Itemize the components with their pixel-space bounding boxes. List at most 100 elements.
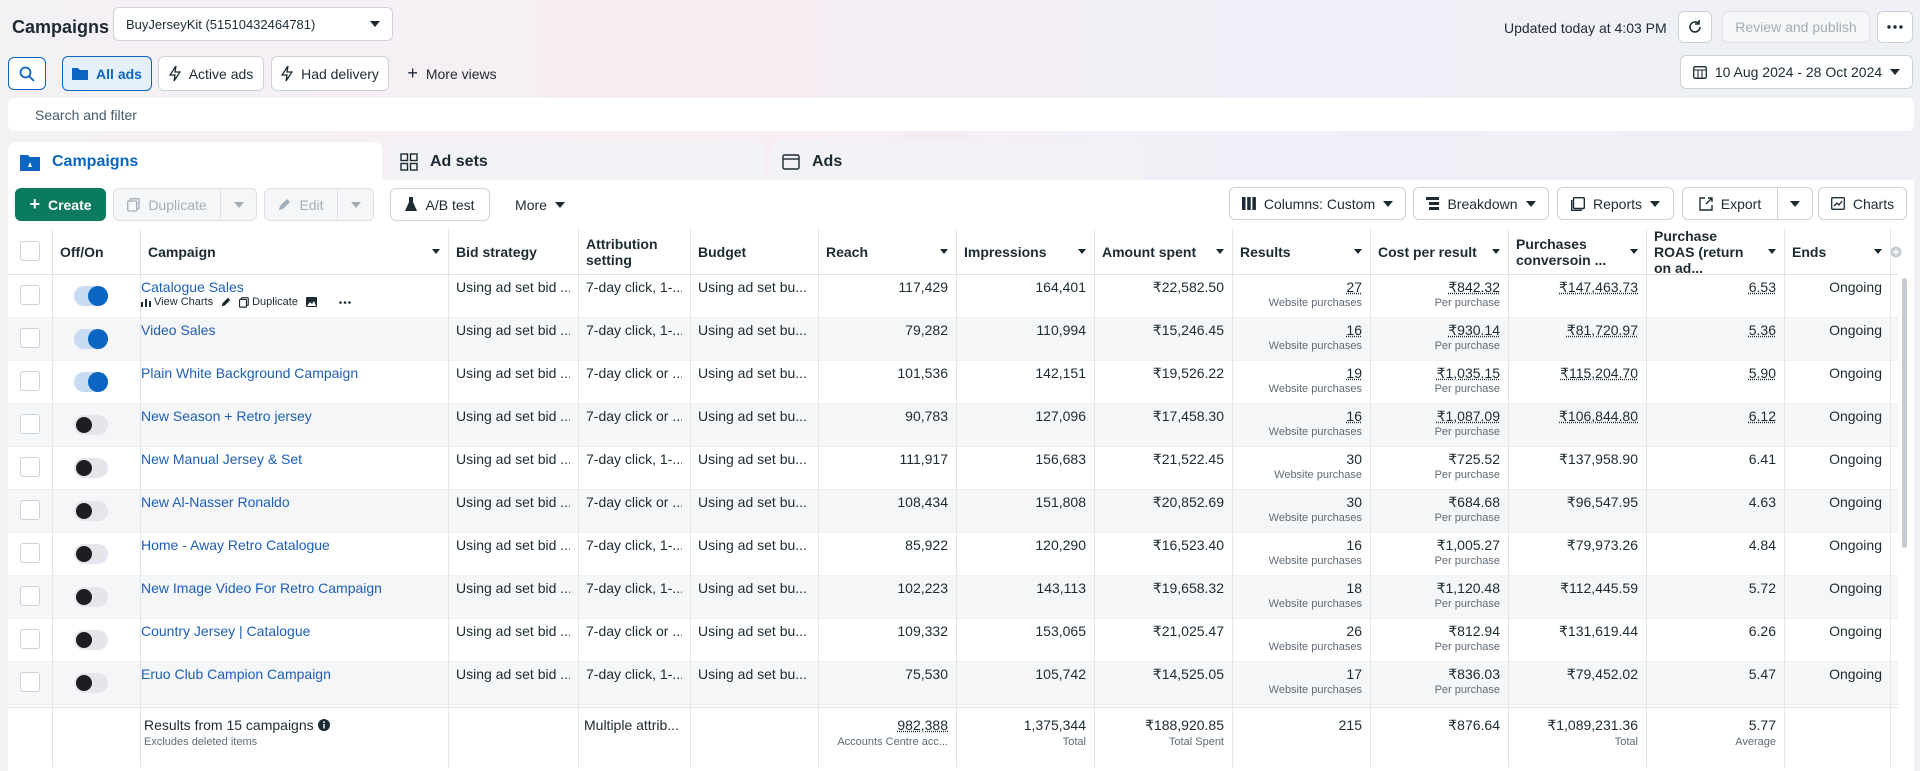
campaign-name-link[interactable]: Country Jersey | Catalogue: [141, 623, 311, 639]
edit-button[interactable]: Edit: [264, 188, 338, 221]
campaign-toggle[interactable]: [74, 587, 108, 607]
ellipsis-icon[interactable]: [339, 300, 351, 304]
campaign-toggle[interactable]: [74, 501, 108, 521]
copy-icon: [127, 197, 140, 212]
columns-button[interactable]: Columns: Custom: [1229, 187, 1406, 220]
col-attribution[interactable]: Attribution setting: [578, 229, 690, 275]
col-amount-spent[interactable]: Amount spent: [1094, 229, 1232, 275]
account-selector[interactable]: BuyJerseyKit (51510432464781): [113, 7, 393, 41]
cost-per-result-sub: Per purchase: [1434, 426, 1500, 438]
row-checkbox[interactable]: [20, 371, 40, 391]
row-checkbox[interactable]: [20, 414, 40, 434]
ends-cell: Ongoing: [1829, 279, 1882, 295]
campaign-toggle[interactable]: [74, 458, 108, 478]
pencil-icon[interactable]: [221, 297, 231, 307]
col-budget[interactable]: Budget: [690, 229, 818, 275]
results-cell: 30: [1346, 451, 1362, 467]
row-checkbox[interactable]: [20, 629, 40, 649]
image-preview-icon[interactable]: [305, 297, 317, 307]
date-range-picker[interactable]: 10 Aug 2024 - 28 Oct 2024: [1680, 55, 1913, 89]
col-impressions[interactable]: Impressions: [956, 229, 1094, 275]
view-all-ads[interactable]: All ads: [62, 56, 152, 91]
refresh-button[interactable]: [1678, 11, 1712, 43]
campaign-name-link[interactable]: Plain White Background Campaign: [141, 365, 359, 381]
reports-button[interactable]: Reports: [1557, 187, 1674, 220]
row-checkbox[interactable]: [20, 672, 40, 692]
column-divider: [1784, 229, 1785, 767]
campaign-name-link[interactable]: Catalogue Sales: [141, 279, 244, 295]
ellipsis-icon: [1887, 25, 1903, 29]
campaign-toggle[interactable]: [74, 329, 108, 349]
amount-spent-cell: ₹19,526.22: [1152, 365, 1224, 381]
tab-ads[interactable]: Ads: [770, 142, 1144, 182]
row-checkbox[interactable]: [20, 328, 40, 348]
row-checkbox[interactable]: [20, 500, 40, 520]
row-checkbox[interactable]: [20, 457, 40, 477]
breakdown-button[interactable]: Breakdown: [1413, 187, 1549, 220]
impressions-cell: 127,096: [1035, 408, 1086, 424]
more-actions-button[interactable]: More: [502, 188, 578, 221]
campaign-name-link[interactable]: Eruo Club Campion Campaign: [141, 666, 331, 682]
ab-test-button[interactable]: A/B test: [390, 188, 490, 221]
export-button[interactable]: Export: [1682, 187, 1778, 220]
view-had-delivery[interactable]: Had delivery: [271, 56, 389, 91]
duplicate-button[interactable]: Duplicate: [113, 188, 221, 221]
campaign-name-link[interactable]: Video Sales: [141, 322, 216, 338]
budget-cell: Using ad set bu...: [698, 623, 807, 639]
reach-cell: 108,434: [897, 494, 948, 510]
cost-per-result-sub: Per purchase: [1434, 383, 1500, 395]
campaign-toggle[interactable]: [74, 415, 108, 435]
charts-button[interactable]: Charts: [1818, 187, 1907, 220]
search-button[interactable]: [8, 57, 46, 90]
campaign-name-link[interactable]: New Season + Retro jersey: [141, 408, 312, 424]
col-purchases-value[interactable]: Purchases conversoin ...: [1508, 229, 1646, 275]
campaign-name-link[interactable]: Home - Away Retro Catalogue: [141, 537, 330, 553]
campaign-toggle[interactable]: [74, 286, 108, 306]
view-charts-action[interactable]: View Charts: [141, 296, 213, 308]
duplicate-dropdown[interactable]: [220, 188, 257, 221]
campaign-toggle[interactable]: [74, 673, 108, 693]
tab-campaigns-label: Campaigns: [52, 153, 139, 170]
view-active-ads[interactable]: Active ads: [158, 56, 264, 91]
export-dropdown[interactable]: [1777, 187, 1813, 220]
folder-icon: [72, 67, 89, 80]
bid-strategy-cell: Using ad set bid ...: [456, 451, 570, 467]
campaign-toggle[interactable]: [74, 630, 108, 650]
col-ends[interactable]: Ends: [1784, 229, 1890, 275]
more-options-button[interactable]: [1877, 11, 1913, 43]
campaign-toggle[interactable]: [74, 372, 108, 392]
tab-campaigns[interactable]: Campaigns: [8, 142, 382, 182]
campaign-name-link[interactable]: New Al-Nasser Ronaldo: [141, 494, 290, 510]
columns-label: Columns: Custom: [1263, 195, 1376, 212]
info-icon[interactable]: [317, 719, 330, 731]
select-all-checkbox[interactable]: [20, 241, 40, 261]
col-roas[interactable]: Purchase ROAS (return on ad...: [1646, 228, 1784, 276]
roas-cell: 4.63: [1748, 494, 1776, 510]
col-reach[interactable]: Reach: [818, 229, 956, 275]
col-bid-strategy[interactable]: Bid strategy: [448, 229, 578, 275]
col-off-on[interactable]: Off/On: [52, 229, 140, 275]
row-checkbox[interactable]: [20, 586, 40, 606]
tab-ad-sets[interactable]: Ad sets: [388, 142, 764, 182]
add-column-button[interactable]: [1890, 229, 1910, 275]
table-scrollbar[interactable]: [1902, 278, 1907, 548]
row-checkbox[interactable]: [20, 285, 40, 305]
attribution-cell: 7-day click, 1-...: [586, 580, 682, 596]
campaign-name-link[interactable]: New Manual Jersey & Set: [141, 451, 303, 467]
lightning-icon: [281, 66, 294, 81]
row-checkbox[interactable]: [20, 543, 40, 563]
create-button[interactable]: + Create: [15, 188, 106, 221]
col-campaign[interactable]: Campaign: [140, 229, 448, 275]
column-divider: [1370, 229, 1371, 767]
duplicate-action[interactable]: Duplicate: [239, 296, 298, 308]
col-results[interactable]: Results: [1232, 229, 1370, 275]
folder-icon: [20, 154, 40, 171]
campaign-toggle[interactable]: [74, 544, 108, 564]
charts-label: Charts: [1852, 195, 1895, 212]
col-cost-per-result[interactable]: Cost per result: [1370, 229, 1508, 275]
edit-dropdown[interactable]: [337, 188, 374, 221]
campaign-name-link[interactable]: New Image Video For Retro Campaign: [141, 580, 382, 596]
more-views-button[interactable]: + More views: [400, 56, 504, 91]
search-filter-input[interactable]: Search and filter: [8, 98, 1914, 131]
review-publish-button[interactable]: Review and publish: [1722, 11, 1870, 43]
